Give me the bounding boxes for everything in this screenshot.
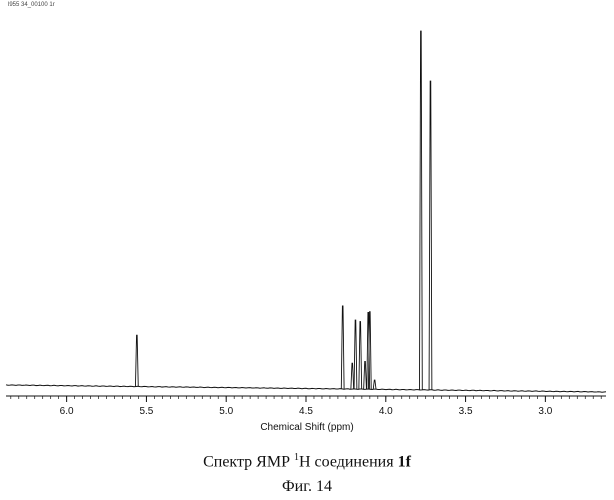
- x-axis-tick-label: 3.0: [538, 406, 552, 417]
- spectrum-peak: [419, 31, 422, 390]
- x-axis-tick-labels: 6.0 5.5 5.0 4.5 4.0 3.5 3.0: [60, 406, 553, 417]
- x-axis-tick-label: 5.5: [139, 406, 153, 417]
- spectrum-peak: [354, 320, 357, 389]
- spectrum-peak: [341, 306, 344, 389]
- x-axis-tick-label: 4.0: [379, 406, 393, 417]
- figure-label: Фиг. 14: [0, 478, 614, 496]
- x-axis-tick-label: 4.5: [299, 406, 313, 417]
- caption-prefix: Спектр ЯМР: [203, 453, 294, 470]
- caption-nucleus: H соединения: [299, 453, 398, 470]
- x-axis-label: Chemical Shift (ppm): [260, 422, 353, 433]
- x-axis-tick-label: 3.5: [459, 406, 473, 417]
- spectrum-baseline: [6, 385, 606, 392]
- spectrum-peaks: [135, 31, 431, 390]
- spectrum-peak: [373, 380, 376, 389]
- figure-caption: Спектр ЯМР 1H соединения 1f: [0, 452, 614, 471]
- spectrum-peak: [359, 322, 362, 390]
- nmr-spectrum-chart: 6.0 5.5 5.0 4.5 4.0 3.5 3.0 Chemical Shift (pp…: [0, 0, 614, 450]
- x-axis-tick-label: 6.0: [60, 406, 74, 417]
- spectrum-peak: [351, 363, 354, 389]
- x-axis-tick-label: 5.0: [219, 406, 233, 417]
- spectrum-peak: [364, 362, 367, 390]
- caption-compound: 1f: [398, 453, 411, 470]
- spectrum-peak: [429, 81, 432, 390]
- spectrum-peak: [135, 335, 138, 386]
